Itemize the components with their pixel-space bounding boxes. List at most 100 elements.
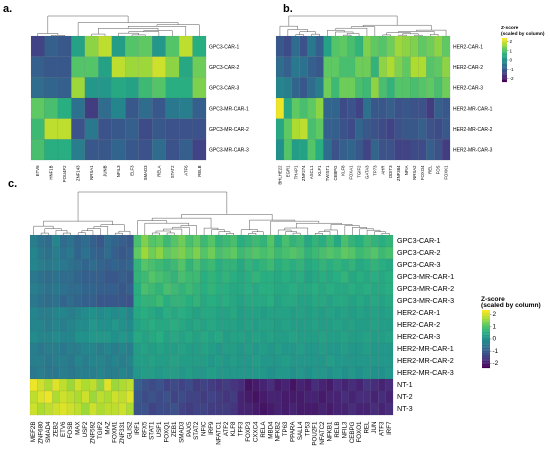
panel-a-dendrogram bbox=[37, 15, 200, 36]
heatmap-cell bbox=[170, 282, 179, 296]
dendrogram-branch bbox=[330, 224, 353, 230]
legend-color-step bbox=[482, 357, 490, 360]
column-label: ASCL1 bbox=[309, 165, 314, 179]
heatmap-cell bbox=[348, 366, 357, 380]
row-label: GPC3-CAR-2 bbox=[397, 248, 441, 257]
column-label: THAP1 bbox=[293, 165, 298, 179]
heatmap-cell bbox=[138, 56, 153, 78]
heatmap-cell bbox=[192, 342, 201, 356]
dendrogram-branch bbox=[324, 229, 338, 235]
legend-color-step bbox=[502, 68, 507, 70]
heatmap-cell bbox=[326, 354, 334, 368]
heatmap-cell bbox=[126, 378, 134, 392]
heatmap-cell bbox=[341, 282, 349, 296]
heatmap-cell bbox=[378, 258, 386, 272]
heatmap-cell bbox=[89, 246, 97, 260]
heatmap-cell bbox=[29, 258, 38, 272]
heatmap-cell bbox=[347, 77, 356, 99]
heatmap-cell bbox=[331, 35, 340, 57]
dendrogram-branch bbox=[277, 229, 292, 235]
heatmap-cell bbox=[283, 139, 292, 161]
heatmap-cell bbox=[259, 342, 268, 356]
heatmap-cell bbox=[152, 118, 166, 140]
heatmap-cell bbox=[281, 282, 290, 296]
heatmap-cell bbox=[185, 306, 194, 320]
heatmap-cell bbox=[370, 354, 379, 368]
row-label: GPC3-MR-CAR-1 bbox=[397, 272, 454, 281]
heatmap-cell bbox=[426, 97, 435, 119]
heatmap-cell bbox=[378, 318, 386, 332]
legend-color-step bbox=[482, 359, 490, 361]
heatmap-cell bbox=[244, 270, 253, 284]
heatmap-cell bbox=[111, 282, 120, 296]
heatmap-cell bbox=[215, 306, 223, 320]
heatmap-cell bbox=[281, 390, 290, 404]
legend-color-step bbox=[502, 72, 507, 74]
panel-b-column-labels: BHLHE22 EGR1 THAP1 ZNF274 ASCL1 KLF1 TWIST1 CEB… bbox=[277, 165, 448, 185]
column-label: PPARA bbox=[289, 421, 296, 442]
heatmap-cell bbox=[163, 390, 171, 404]
dendrogram-branch bbox=[40, 232, 49, 235]
heatmap-cell bbox=[244, 318, 253, 332]
heatmap-cell bbox=[237, 366, 246, 380]
heatmap-cell bbox=[341, 342, 349, 356]
heatmap-cell bbox=[318, 390, 327, 404]
heatmap-cell bbox=[200, 258, 208, 272]
heatmap-cell bbox=[237, 378, 246, 392]
heatmap-cell bbox=[44, 318, 53, 332]
heatmap-cell bbox=[386, 97, 395, 119]
heatmap-cell bbox=[178, 318, 186, 332]
heatmap-cell bbox=[348, 306, 357, 320]
heatmap-cell bbox=[148, 390, 157, 404]
heatmap-cell bbox=[339, 97, 348, 119]
heatmap-cell bbox=[96, 330, 105, 344]
heatmap-cell bbox=[155, 258, 164, 272]
column-label: ZNF331 bbox=[119, 421, 126, 444]
heatmap-cell bbox=[126, 246, 134, 260]
heatmap-cell bbox=[192, 318, 201, 332]
heatmap-cell bbox=[237, 342, 246, 356]
heatmap-cell bbox=[315, 35, 324, 57]
heatmap-cell bbox=[215, 234, 223, 248]
heatmap-cell bbox=[44, 402, 53, 416]
heatmap-cell bbox=[341, 366, 349, 380]
heatmap-cell bbox=[237, 270, 246, 284]
heatmap-cell bbox=[307, 139, 316, 161]
heatmap-cell bbox=[426, 35, 435, 57]
heatmap-cell bbox=[37, 330, 45, 344]
heatmap-cell bbox=[354, 97, 364, 119]
heatmap-cell bbox=[274, 282, 283, 296]
heatmap-cell bbox=[394, 35, 403, 57]
heatmap-cell bbox=[29, 306, 38, 320]
heatmap-cell bbox=[163, 234, 171, 248]
heatmap-cell bbox=[89, 318, 97, 332]
row-label: HER2-MR-CAR-2 bbox=[453, 127, 493, 133]
heatmap-cell bbox=[200, 390, 208, 404]
heatmap-cell bbox=[148, 306, 157, 320]
heatmap-cell bbox=[84, 97, 99, 119]
heatmap-cell bbox=[66, 342, 75, 356]
column-label: TFF3 bbox=[238, 421, 245, 436]
column-label: FOSB bbox=[67, 422, 74, 439]
legend-color-step bbox=[482, 356, 490, 358]
column-label: USF2 bbox=[82, 421, 89, 437]
heatmap-cell bbox=[96, 246, 105, 260]
heatmap-cell bbox=[402, 56, 411, 78]
column-label: GATA3 bbox=[364, 165, 369, 179]
heatmap-cell bbox=[44, 342, 53, 356]
heatmap-cell bbox=[66, 318, 75, 332]
heatmap-cell bbox=[59, 234, 68, 248]
legend-color-step bbox=[502, 80, 507, 83]
heatmap-cell bbox=[163, 306, 171, 320]
heatmap-cell bbox=[348, 282, 357, 296]
heatmap-cell bbox=[66, 402, 75, 416]
row-label: HER2-CAR-1 bbox=[397, 308, 440, 317]
legend-color-step bbox=[502, 44, 507, 46]
heatmap-cell bbox=[66, 270, 75, 284]
dendrogram-branch bbox=[181, 214, 273, 221]
heatmap-cell bbox=[289, 282, 297, 296]
heatmap-cell bbox=[378, 354, 386, 368]
heatmap-cell bbox=[89, 402, 97, 416]
heatmap-cell bbox=[333, 378, 342, 392]
heatmap-cell bbox=[165, 35, 180, 57]
